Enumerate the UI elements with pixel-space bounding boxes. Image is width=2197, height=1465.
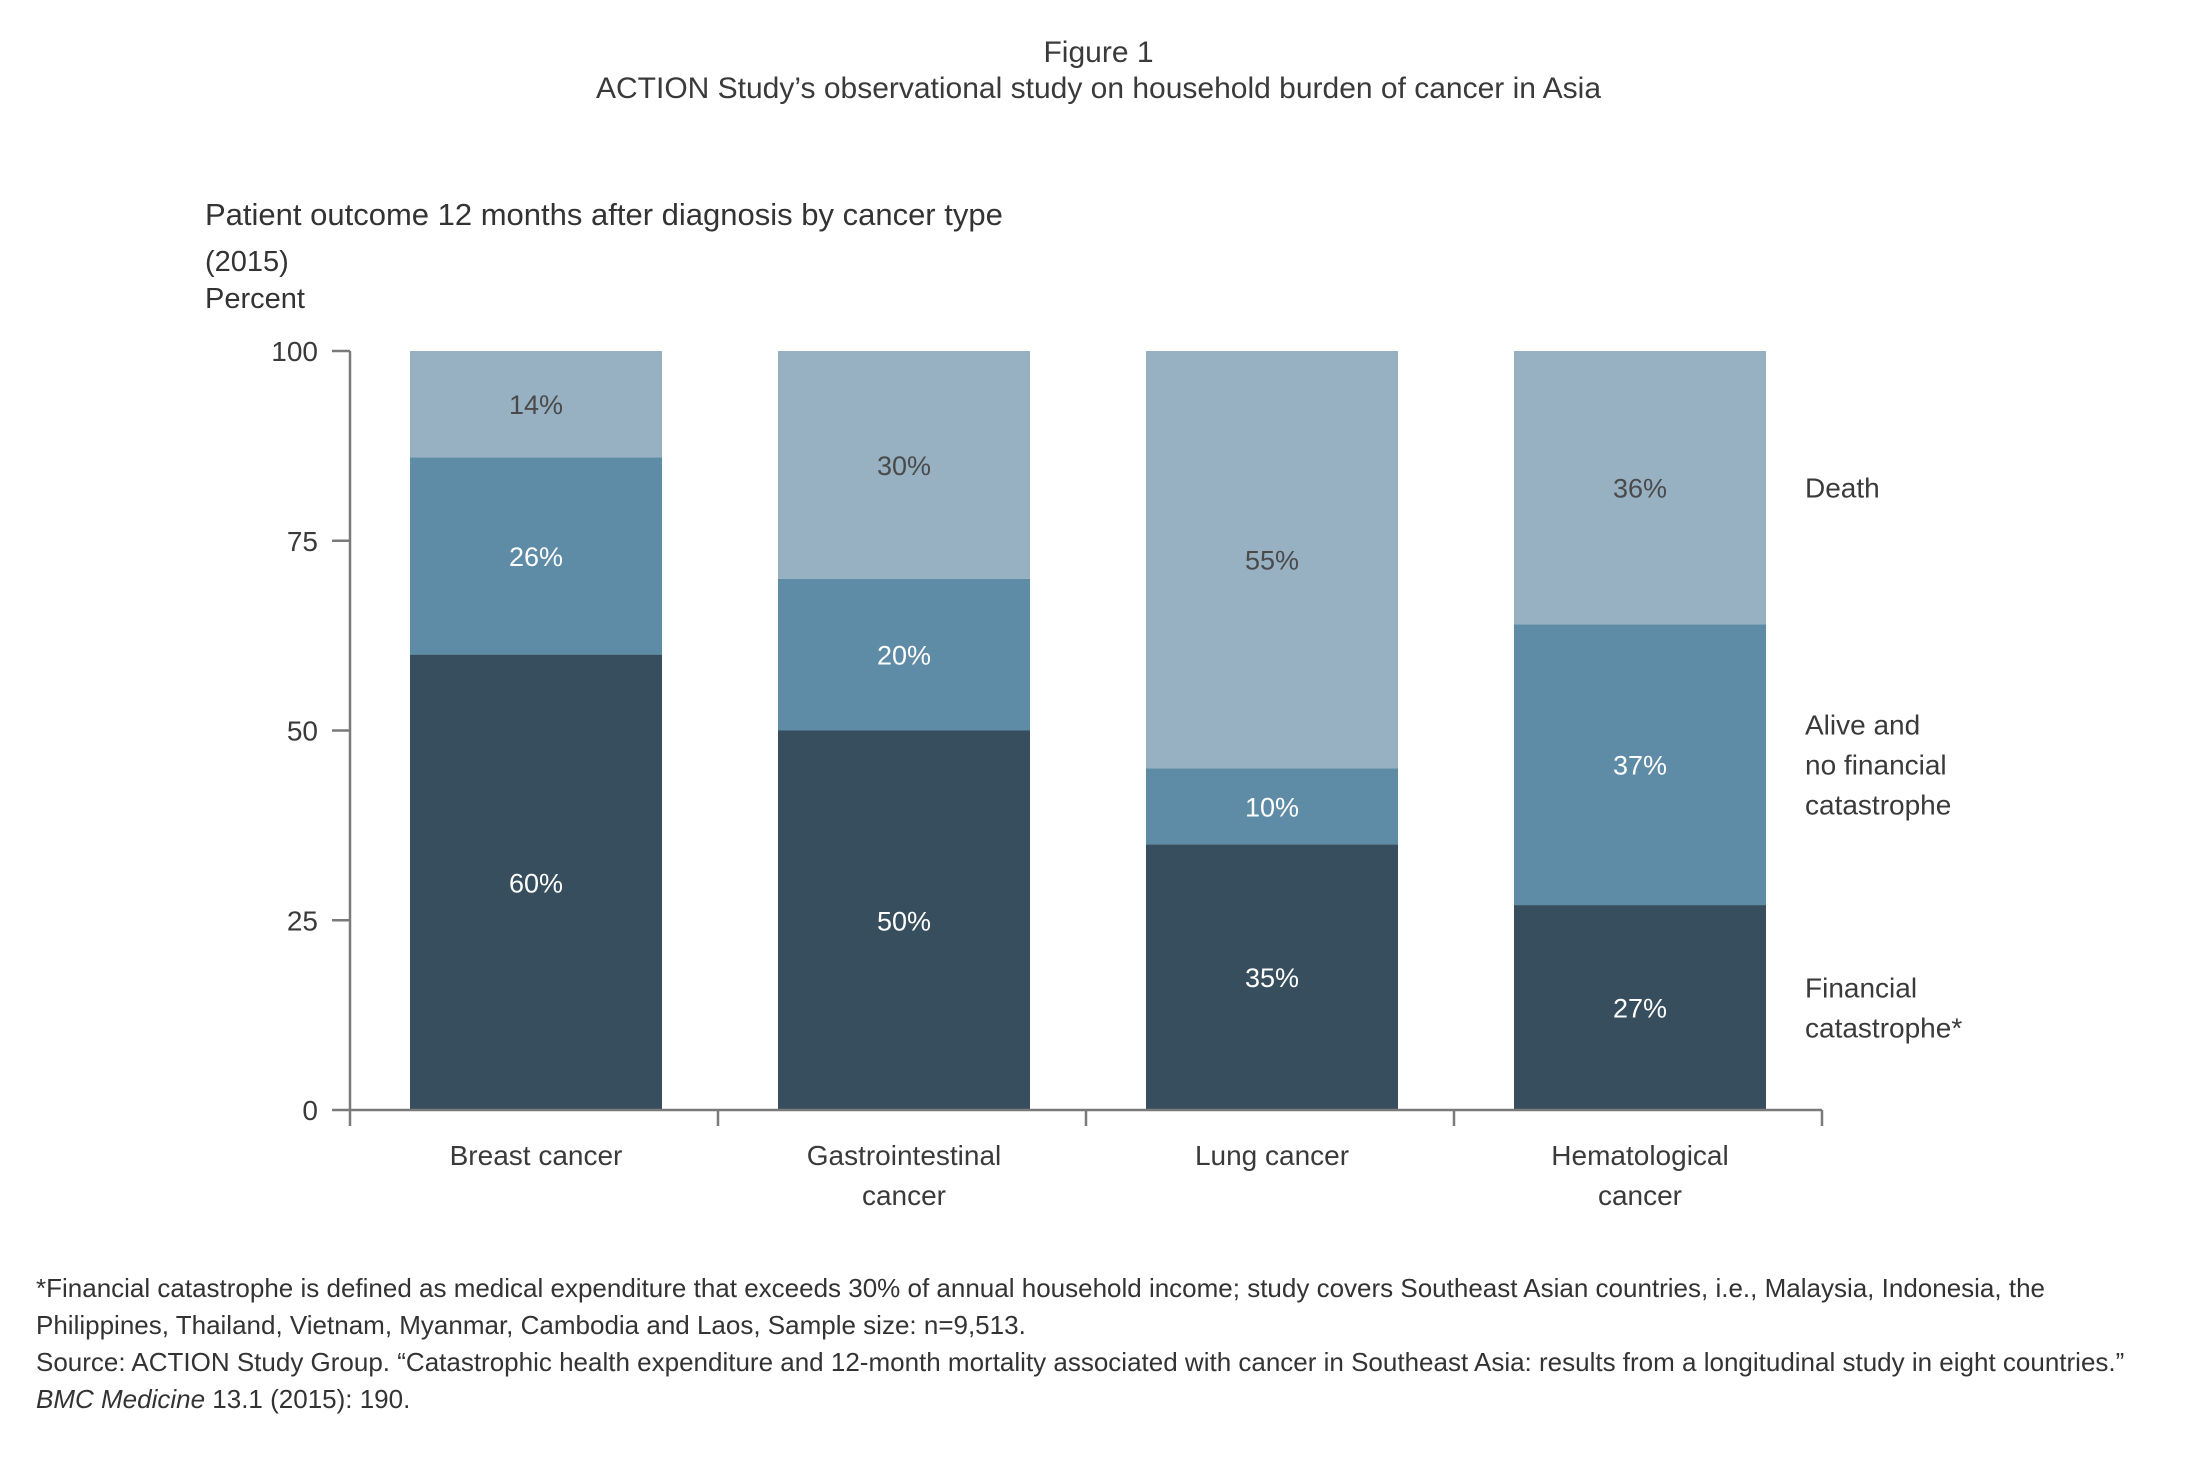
legend-entry: Financial catastrophe*: [1805, 973, 1962, 1044]
data-label: 14%: [509, 390, 563, 420]
data-label: 35%: [1245, 963, 1299, 993]
chart-subtitle: (2015): [205, 246, 289, 278]
data-label: 10%: [1245, 792, 1299, 822]
x-tick-label: Breast cancer: [450, 1140, 623, 1171]
data-label: 55%: [1245, 546, 1299, 576]
x-tick-label: Hematological cancer: [1551, 1140, 1728, 1211]
y-tick-label: 25: [287, 905, 318, 936]
data-label: 27%: [1613, 994, 1667, 1024]
data-label: 60%: [509, 868, 563, 898]
footnote-definition: *Financial catastrophe is defined as med…: [36, 1273, 2045, 1340]
y-tick-label: 50: [287, 716, 318, 747]
bar-segment-3-2: [1146, 768, 1398, 845]
bar-segment-3-1: [1146, 844, 1398, 1110]
data-label: 30%: [877, 451, 931, 481]
stacked-bar-chart: 60% 26% 14% Breast cancer 50% 20% 30% Gastroint…: [271, 336, 1962, 1211]
bar-segment-4-1: [1514, 905, 1766, 1110]
x-tick-label: Lung cancer: [1195, 1140, 1349, 1171]
legend-entry: Death: [1805, 473, 1880, 504]
bar-segment-2-3: [778, 351, 1030, 579]
bar-segment-4-3: [1514, 351, 1766, 625]
bar-segment-2-1: [778, 730, 1030, 1110]
y-tick-label: 0: [302, 1095, 318, 1126]
source-suffix: 13.1 (2015): 190.: [205, 1384, 411, 1414]
figure-caption: ACTION Study’s observational study on ho…: [595, 72, 1602, 105]
bar-segment-1-1: [410, 654, 662, 1110]
data-label: 50%: [877, 906, 931, 936]
footnote-source: Source: ACTION Study Group. “Catastrophi…: [36, 1344, 2176, 1418]
bar-segment-1-2: [410, 457, 662, 655]
legend-entry: Alive and no financial catastrophe: [1805, 710, 1951, 821]
data-label: 36%: [1613, 474, 1667, 504]
y-axis-label: Percent: [205, 283, 305, 315]
data-label: 20%: [877, 641, 931, 671]
y-tick-label: 100: [271, 336, 318, 367]
source-journal: BMC Medicine: [36, 1384, 206, 1414]
y-tick-label: 75: [287, 526, 318, 557]
data-label: 26%: [509, 542, 563, 572]
bar-segment-4-2: [1514, 624, 1766, 906]
bar-segment-3-3: [1146, 351, 1398, 769]
source-prefix: Source: ACTION Study Group. “Catastrophi…: [36, 1347, 2125, 1377]
data-label: 37%: [1613, 751, 1667, 781]
chart-title: Patient outcome 12 months after diagnosi…: [205, 197, 1003, 232]
bar-segment-2-2: [778, 578, 1030, 731]
figure-number: Figure 1: [1043, 36, 1154, 69]
x-tick-label: Gastrointestinal cancer: [807, 1140, 1002, 1211]
bar-segment-1-3: [410, 351, 662, 458]
